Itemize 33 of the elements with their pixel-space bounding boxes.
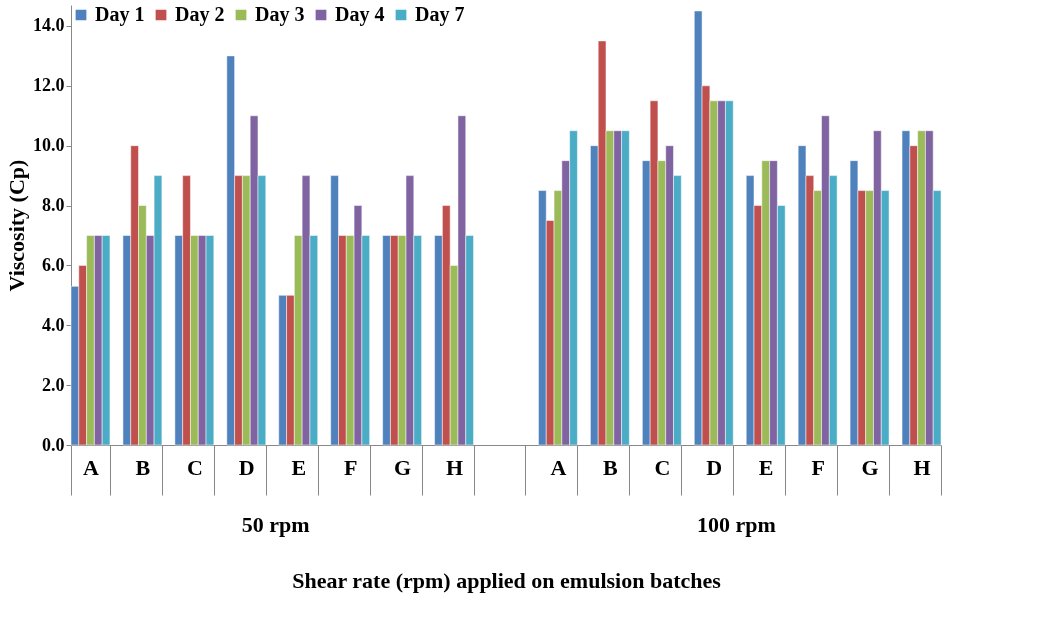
text: 50 rpm bbox=[241, 512, 310, 537]
x-tick-label: E bbox=[291, 454, 307, 480]
x-tick-label: E bbox=[758, 454, 774, 480]
y-tick-label: 8.0 bbox=[42, 195, 65, 216]
x-tick-label: F bbox=[811, 454, 825, 480]
x-tick-label: C bbox=[186, 454, 203, 480]
legend-label: Day 3 bbox=[255, 3, 305, 26]
y-tick-label: 12.0 bbox=[33, 75, 65, 96]
x-tick-label: B bbox=[135, 454, 151, 480]
legend-label: Day 4 bbox=[335, 3, 385, 26]
x-tick-label: G bbox=[861, 454, 879, 480]
y-axis-title: Viscosity (Cp) bbox=[4, 159, 29, 292]
x-tick-label: B bbox=[603, 454, 619, 480]
x-tick-label: D bbox=[706, 454, 723, 480]
y-tick-label: 10.0 bbox=[33, 135, 65, 156]
legend-label: Day 1 bbox=[95, 3, 145, 26]
legend-label: Day 7 bbox=[415, 3, 465, 26]
x-tick-label: D bbox=[238, 454, 255, 480]
x-axis-title: Shear rate (rpm) applied on emulsion batches bbox=[292, 568, 722, 593]
y-tick-label: 14.0 bbox=[33, 15, 65, 36]
x-tick-label: H bbox=[446, 454, 464, 480]
x-tick-label: G bbox=[394, 454, 412, 480]
x-tick-label: H bbox=[913, 454, 931, 480]
y-tick-label: 0.0 bbox=[42, 434, 65, 455]
x-tick-label: A bbox=[550, 454, 567, 480]
y-tick-label: 2.0 bbox=[42, 374, 65, 395]
legend-label: Day 2 bbox=[175, 3, 225, 26]
x-tick-label: A bbox=[83, 454, 100, 480]
x-tick-label: F bbox=[343, 454, 358, 480]
y-tick-label: 4.0 bbox=[42, 314, 65, 335]
y-tick-label: 6.0 bbox=[42, 254, 65, 275]
x-tick-label: C bbox=[654, 454, 671, 480]
text: 100 rpm bbox=[696, 512, 776, 537]
